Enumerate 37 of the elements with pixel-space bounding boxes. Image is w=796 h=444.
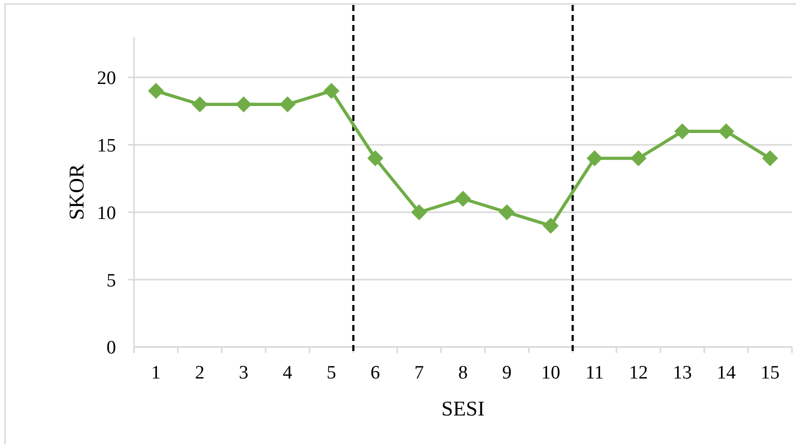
y-tick-label: 0 [106,338,116,359]
x-tick-label: 6 [370,362,380,384]
x-tick-label: 12 [628,362,648,384]
x-tick-label: 5 [326,362,336,384]
x-tick-label: 9 [502,362,512,384]
point [280,96,296,112]
point [762,150,778,166]
point [236,96,252,112]
x-tick-label: 14 [716,362,736,384]
x-tick-label: 2 [195,362,205,384]
y-tick-label: 5 [106,270,116,292]
x-tick-label: 4 [282,362,293,384]
y-tick-label: 15 [97,135,116,156]
point [498,204,515,220]
point [455,190,471,207]
x-tick-label: 13 [672,362,692,384]
y-axis-title: SKOR [64,164,88,220]
x-tick-label: 11 [585,362,604,384]
point [630,150,646,166]
x-tick-label: 3 [238,362,248,384]
x-axis-title: SESI [441,396,485,420]
x-tick-label: 1 [151,362,161,384]
point [674,123,690,140]
point [586,150,603,166]
x-tick-label: 15 [760,362,780,384]
x-tick-label: 8 [458,362,468,384]
y-tick-label: 20 [97,68,116,90]
point [411,204,428,220]
point [542,218,559,234]
point [367,150,384,166]
point [148,82,164,99]
point [323,82,340,99]
x-tick-label: 7 [414,362,424,384]
point [718,123,734,140]
x-tick-label: 10 [541,362,560,384]
y-tick-label: 10 [97,202,116,224]
point [192,96,208,112]
